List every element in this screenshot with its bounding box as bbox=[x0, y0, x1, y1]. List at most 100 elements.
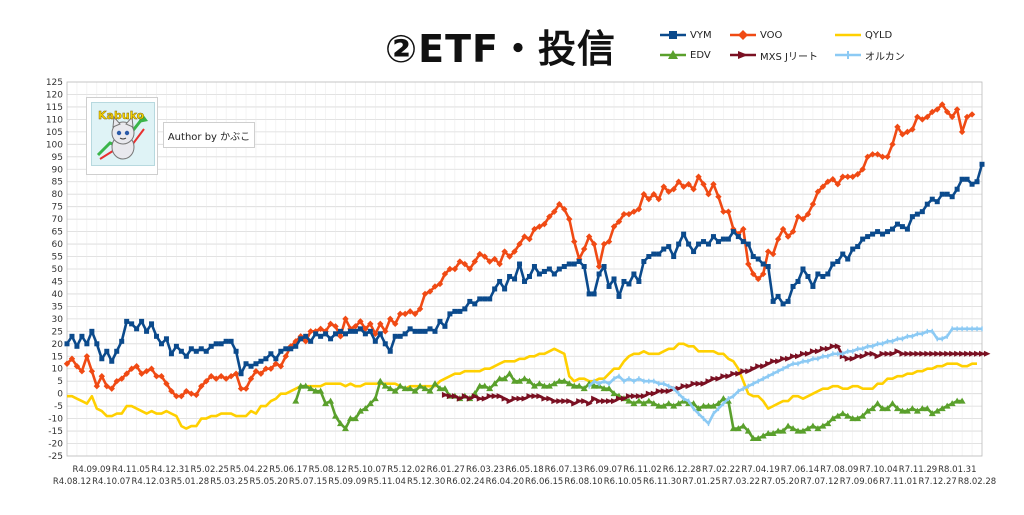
data-point bbox=[188, 390, 195, 397]
legend-label: VOO bbox=[760, 29, 783, 41]
data-point bbox=[586, 400, 593, 407]
data-point bbox=[640, 400, 648, 407]
data-point bbox=[784, 422, 792, 429]
data-point bbox=[273, 356, 279, 362]
data-point bbox=[800, 266, 806, 272]
data-point bbox=[377, 320, 384, 328]
data-point bbox=[507, 273, 513, 279]
data-point bbox=[879, 153, 886, 160]
data-point bbox=[516, 240, 523, 248]
data-point bbox=[834, 343, 842, 350]
data-point bbox=[646, 254, 652, 260]
data-point bbox=[426, 288, 434, 295]
data-point bbox=[606, 398, 613, 405]
data-point bbox=[809, 348, 817, 355]
data-point bbox=[954, 350, 961, 357]
data-point bbox=[749, 435, 757, 442]
data-point bbox=[481, 395, 489, 402]
data-point bbox=[361, 405, 369, 412]
data-point bbox=[482, 296, 488, 302]
data-point bbox=[252, 368, 260, 375]
data-point bbox=[704, 402, 712, 409]
data-point bbox=[765, 360, 772, 367]
data-point bbox=[844, 412, 852, 419]
data-point bbox=[436, 280, 444, 288]
data-point bbox=[640, 191, 648, 198]
data-point bbox=[835, 259, 841, 265]
data-point bbox=[392, 333, 398, 339]
data-point bbox=[491, 393, 499, 400]
data-point bbox=[123, 370, 130, 377]
data-point bbox=[656, 251, 662, 257]
data-point bbox=[754, 435, 762, 442]
x-tick-label: R7.03.22 bbox=[722, 477, 760, 487]
chart-title: ②ETF・投信 bbox=[385, 27, 617, 71]
data-point bbox=[591, 395, 598, 402]
data-point bbox=[974, 350, 981, 357]
data-point bbox=[392, 320, 399, 328]
data-point bbox=[879, 405, 887, 412]
legend-label: QYLD bbox=[865, 29, 893, 41]
data-point bbox=[502, 286, 508, 292]
data-point bbox=[367, 320, 374, 328]
data-point bbox=[611, 276, 617, 282]
y-tick-label: 70 bbox=[52, 215, 64, 225]
data-point bbox=[854, 415, 862, 422]
data-point bbox=[277, 363, 285, 370]
data-point bbox=[884, 153, 891, 160]
data-point bbox=[217, 373, 225, 380]
data-point bbox=[322, 400, 330, 407]
data-point bbox=[437, 318, 443, 324]
data-point bbox=[467, 298, 473, 304]
data-point bbox=[391, 387, 399, 394]
series-line bbox=[67, 342, 977, 430]
data-point bbox=[351, 415, 359, 422]
cat-icon bbox=[96, 113, 148, 160]
data-point bbox=[446, 393, 454, 400]
x-tick-label: R5.05.20 bbox=[250, 477, 288, 487]
data-point bbox=[620, 210, 628, 218]
data-point bbox=[560, 377, 568, 384]
y-tick-label: 120 bbox=[46, 90, 63, 100]
data-point bbox=[556, 266, 562, 272]
data-point bbox=[596, 398, 603, 405]
data-point bbox=[774, 235, 782, 243]
y-tick-label: 35 bbox=[52, 302, 63, 312]
data-point bbox=[626, 281, 632, 287]
data-point bbox=[372, 338, 378, 344]
data-point bbox=[581, 398, 588, 405]
data-point bbox=[307, 385, 315, 392]
data-point bbox=[874, 151, 881, 158]
data-point bbox=[332, 323, 339, 330]
data-point bbox=[964, 176, 970, 182]
data-point bbox=[541, 220, 548, 228]
data-point bbox=[516, 377, 524, 384]
data-point bbox=[695, 405, 703, 412]
data-point bbox=[561, 205, 568, 213]
data-point bbox=[79, 333, 85, 339]
data-point bbox=[938, 405, 946, 412]
data-point bbox=[298, 336, 304, 342]
data-point bbox=[804, 210, 812, 218]
data-point bbox=[99, 356, 105, 362]
data-point bbox=[924, 350, 931, 357]
data-point bbox=[635, 393, 643, 400]
logo-text: Kabuko bbox=[98, 109, 145, 122]
x-tick-label: R5.07.15 bbox=[289, 477, 327, 487]
data-point bbox=[257, 370, 265, 377]
data-point bbox=[874, 353, 882, 360]
data-point bbox=[113, 378, 120, 385]
data-point bbox=[720, 373, 727, 380]
data-point bbox=[655, 402, 663, 409]
data-point bbox=[641, 259, 647, 265]
data-point bbox=[551, 208, 558, 215]
data-point bbox=[909, 350, 916, 357]
x-tick-label: R7.10.04 bbox=[859, 465, 897, 475]
data-point bbox=[819, 183, 827, 190]
data-point bbox=[685, 181, 692, 188]
data-point bbox=[645, 390, 653, 397]
data-point bbox=[774, 427, 782, 434]
data-point bbox=[645, 195, 653, 203]
data-point bbox=[307, 328, 314, 335]
y-tick-label: -25 bbox=[48, 452, 63, 462]
